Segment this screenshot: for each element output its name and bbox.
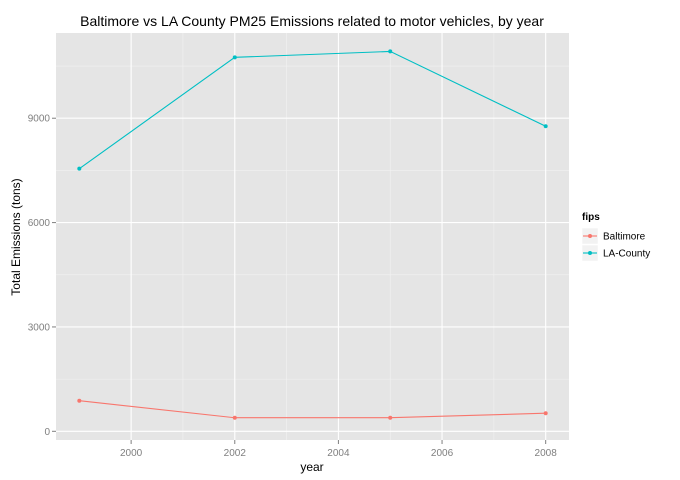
series-layer — [77, 49, 548, 420]
y-axis: 0 3000 6000 9000 — [28, 114, 56, 438]
y-tick-label: 9000 — [28, 114, 51, 125]
data-point-la-county — [388, 49, 393, 54]
x-axis-title: year — [300, 460, 323, 474]
y-tick-label: 3000 — [28, 322, 51, 333]
x-tick-label: 2000 — [120, 448, 143, 459]
series-line-baltimore — [79, 400, 546, 419]
plot-panel — [56, 33, 569, 440]
data-point-la-county — [232, 55, 237, 60]
data-point-baltimore — [232, 415, 237, 420]
chart-title: Baltimore vs LA County PM25 Emissions re… — [80, 13, 544, 29]
major-gridlines — [56, 33, 569, 440]
y-axis-title: Total Emissions (tons) — [9, 178, 23, 295]
y-tick-label: 6000 — [28, 218, 51, 229]
legend-title: fips — [582, 212, 600, 223]
legend: fips Baltimore LA-County — [581, 212, 650, 262]
legend-label-baltimore: Baltimore — [603, 232, 646, 243]
legend-point-la-county — [588, 251, 592, 255]
legend-point-baltimore — [588, 234, 592, 238]
x-tick-label: 2002 — [224, 448, 247, 459]
y-tick-label: 0 — [44, 427, 50, 438]
x-tick-label: 2004 — [327, 448, 350, 459]
x-tick-label: 2006 — [431, 448, 454, 459]
data-point-baltimore — [543, 411, 548, 416]
x-tick-label: 2008 — [535, 448, 558, 459]
data-point-baltimore — [388, 415, 393, 420]
series-line-la-county — [78, 50, 546, 170]
x-axis: 2000 2002 2004 2006 2008 — [120, 440, 557, 459]
data-point-baltimore — [77, 398, 82, 403]
data-point-la-county — [77, 166, 82, 171]
data-point-la-county — [543, 124, 548, 129]
legend-label-la-county: LA-County — [603, 249, 650, 260]
